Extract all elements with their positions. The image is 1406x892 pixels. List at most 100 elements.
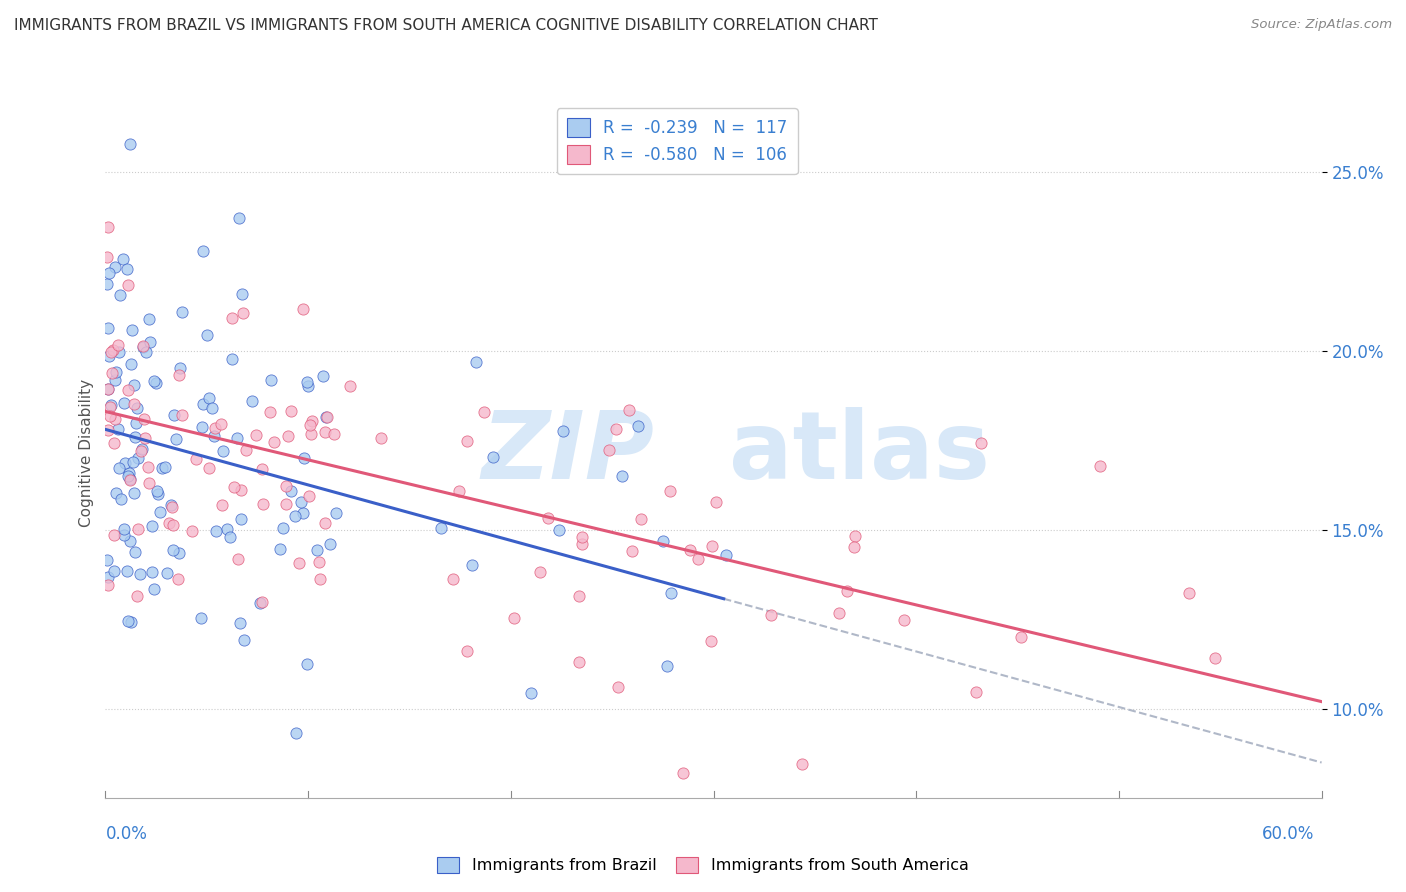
Point <box>97 423 120 437</box>
Point <box>260 373 283 387</box>
Point <box>186 452 208 467</box>
Point <box>250 595 273 609</box>
Point <box>156 566 179 580</box>
Point <box>112 395 135 409</box>
Point <box>131 443 153 458</box>
Point <box>225 431 247 445</box>
Point <box>301 414 323 428</box>
Point <box>274 497 297 511</box>
Point <box>157 516 180 530</box>
Point <box>893 613 915 627</box>
Point <box>163 408 186 422</box>
Point <box>97 349 120 363</box>
Point <box>630 512 652 526</box>
Point <box>121 323 143 337</box>
Point <box>339 379 361 393</box>
Point <box>970 435 993 450</box>
Point <box>325 506 347 520</box>
Point <box>297 376 319 390</box>
Point <box>101 366 124 380</box>
Point <box>212 444 235 458</box>
Point <box>231 512 253 526</box>
Point <box>314 516 336 530</box>
Point <box>117 614 139 628</box>
Point <box>297 378 319 392</box>
Point <box>299 418 322 433</box>
Point <box>620 543 643 558</box>
Point <box>263 435 285 450</box>
Point <box>120 615 142 629</box>
Point <box>537 511 560 525</box>
Point <box>655 659 678 673</box>
Point <box>305 543 328 558</box>
Point <box>149 505 172 519</box>
Point <box>122 485 145 500</box>
Point <box>323 427 346 442</box>
Point <box>700 634 723 648</box>
Point <box>835 583 858 598</box>
Point <box>233 632 256 647</box>
Point <box>568 655 591 669</box>
Point <box>844 540 866 554</box>
Text: 60.0%: 60.0% <box>1263 825 1315 843</box>
Point <box>131 442 153 457</box>
Point <box>100 398 122 412</box>
Point <box>284 509 307 524</box>
Point <box>136 460 159 475</box>
Point <box>96 250 118 264</box>
Point <box>141 565 163 579</box>
Point <box>316 410 339 425</box>
Point <box>229 483 252 498</box>
Point <box>104 260 127 275</box>
Point <box>250 462 273 476</box>
Point <box>759 608 782 623</box>
Legend: R =  -0.239   N =  117, R =  -0.580   N =  106: R = -0.239 N = 117, R = -0.580 N = 106 <box>557 109 797 174</box>
Point <box>319 537 342 551</box>
Point <box>204 524 226 539</box>
Point <box>271 521 294 535</box>
Point <box>297 657 319 671</box>
Point <box>232 306 254 320</box>
Point <box>96 277 118 292</box>
Point <box>135 345 157 359</box>
Point <box>120 357 142 371</box>
Point <box>1204 650 1226 665</box>
Point <box>118 467 141 481</box>
Point <box>142 374 165 388</box>
Point <box>104 373 127 387</box>
Point <box>472 405 495 419</box>
Text: IMMIGRANTS FROM BRAZIL VS IMMIGRANTS FROM SOUTH AMERICA COGNITIVE DISABILITY COR: IMMIGRANTS FROM BRAZIL VS IMMIGRANTS FRO… <box>14 18 877 33</box>
Point <box>107 338 129 352</box>
Point <box>167 572 190 586</box>
Point <box>211 498 233 512</box>
Point <box>456 434 478 448</box>
Point <box>150 460 173 475</box>
Point <box>259 404 281 418</box>
Point <box>245 428 267 442</box>
Point <box>285 726 308 740</box>
Point <box>124 397 146 411</box>
Point <box>240 393 263 408</box>
Point <box>204 421 226 435</box>
Point <box>127 522 149 536</box>
Point <box>105 486 128 500</box>
Point <box>447 483 470 498</box>
Point <box>103 436 125 450</box>
Point <box>714 548 737 562</box>
Point <box>110 492 132 507</box>
Point <box>309 573 332 587</box>
Point <box>215 522 238 536</box>
Point <box>1177 586 1199 600</box>
Point <box>370 431 392 445</box>
Point <box>132 338 155 352</box>
Text: atlas: atlas <box>728 407 990 499</box>
Point <box>131 340 153 354</box>
Point <box>503 610 526 624</box>
Point <box>122 378 145 392</box>
Point <box>170 305 193 319</box>
Point <box>127 589 149 603</box>
Point <box>704 495 727 509</box>
Point <box>190 611 212 625</box>
Point <box>792 757 814 772</box>
Point <box>202 428 225 442</box>
